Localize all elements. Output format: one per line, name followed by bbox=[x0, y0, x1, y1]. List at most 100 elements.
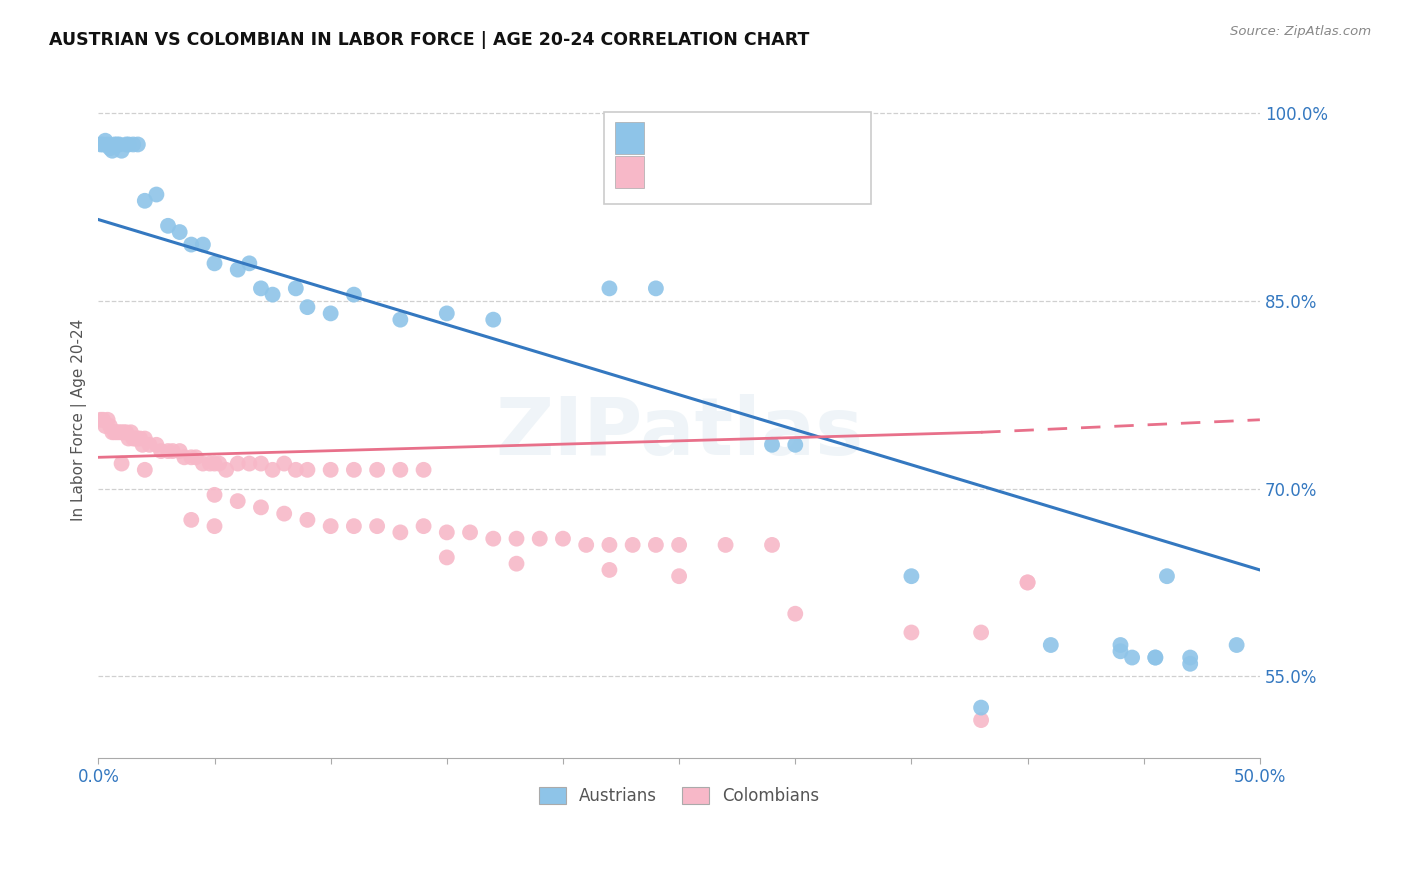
Point bbox=[436, 525, 458, 540]
Point bbox=[1109, 644, 1132, 658]
Point bbox=[127, 137, 149, 152]
Point bbox=[117, 432, 139, 446]
Point bbox=[1109, 638, 1132, 652]
Point bbox=[1017, 575, 1039, 590]
Point bbox=[180, 513, 202, 527]
Point bbox=[343, 287, 366, 301]
Point bbox=[785, 438, 807, 452]
Point bbox=[900, 625, 922, 640]
Point bbox=[551, 532, 574, 546]
Text: -0.406: -0.406 bbox=[703, 129, 762, 147]
Point bbox=[668, 569, 690, 583]
Point bbox=[145, 438, 167, 452]
Point bbox=[319, 519, 342, 533]
Point bbox=[970, 713, 993, 727]
Point bbox=[180, 237, 202, 252]
Point bbox=[1226, 638, 1249, 652]
Point bbox=[124, 432, 146, 446]
Point bbox=[169, 444, 191, 458]
Point bbox=[184, 450, 207, 465]
Point bbox=[122, 432, 145, 446]
Text: AUSTRIAN VS COLOMBIAN IN LABOR FORCE | AGE 20-24 CORRELATION CHART: AUSTRIAN VS COLOMBIAN IN LABOR FORCE | A… bbox=[49, 31, 810, 49]
Point bbox=[208, 457, 231, 471]
Point bbox=[389, 525, 412, 540]
Point bbox=[215, 463, 238, 477]
Point bbox=[120, 425, 142, 440]
Point bbox=[366, 519, 388, 533]
Point bbox=[112, 425, 135, 440]
Point bbox=[1121, 650, 1143, 665]
Point bbox=[191, 237, 214, 252]
Point bbox=[145, 187, 167, 202]
Point bbox=[101, 144, 124, 158]
Point bbox=[482, 532, 505, 546]
Point bbox=[94, 134, 117, 148]
Point bbox=[761, 438, 783, 452]
Point bbox=[900, 569, 922, 583]
Point bbox=[110, 144, 132, 158]
Point bbox=[94, 419, 117, 434]
Point bbox=[173, 450, 195, 465]
Point bbox=[122, 137, 145, 152]
Point bbox=[482, 312, 505, 326]
Point bbox=[238, 256, 260, 270]
Point bbox=[366, 463, 388, 477]
Point bbox=[198, 457, 221, 471]
Bar bbox=[616, 122, 644, 154]
Point bbox=[157, 444, 180, 458]
Point bbox=[319, 463, 342, 477]
Text: ZIPatlas: ZIPatlas bbox=[495, 394, 863, 472]
Text: 0.061: 0.061 bbox=[703, 162, 752, 181]
Point bbox=[458, 525, 481, 540]
Point bbox=[90, 413, 112, 427]
Point bbox=[621, 538, 644, 552]
Point bbox=[115, 137, 138, 152]
Point bbox=[412, 519, 434, 533]
Point bbox=[297, 300, 319, 314]
Point bbox=[105, 425, 128, 440]
Point bbox=[1017, 575, 1039, 590]
Point bbox=[169, 225, 191, 239]
Point bbox=[412, 463, 434, 477]
Bar bbox=[616, 155, 644, 188]
Text: N = 39: N = 39 bbox=[766, 129, 824, 147]
Point bbox=[226, 457, 249, 471]
Point bbox=[529, 532, 551, 546]
Point bbox=[714, 538, 737, 552]
Point bbox=[262, 463, 284, 477]
Point bbox=[644, 538, 666, 552]
Point bbox=[110, 457, 132, 471]
Point bbox=[273, 507, 295, 521]
Point bbox=[104, 137, 127, 152]
Point bbox=[1144, 650, 1167, 665]
Point bbox=[90, 137, 112, 152]
Point bbox=[115, 425, 138, 440]
Point bbox=[284, 281, 307, 295]
Point bbox=[204, 488, 226, 502]
Point bbox=[598, 563, 620, 577]
Point bbox=[134, 463, 156, 477]
Point bbox=[761, 538, 783, 552]
Point bbox=[226, 494, 249, 508]
Point bbox=[204, 519, 226, 533]
Point bbox=[644, 281, 666, 295]
Point bbox=[970, 700, 993, 714]
Point bbox=[436, 306, 458, 320]
Point bbox=[1178, 657, 1201, 671]
Point bbox=[250, 281, 273, 295]
Legend: Austrians, Colombians: Austrians, Colombians bbox=[530, 779, 828, 814]
Point bbox=[505, 532, 527, 546]
Point bbox=[134, 194, 156, 208]
Point bbox=[191, 457, 214, 471]
Point bbox=[98, 141, 121, 155]
Point bbox=[505, 557, 527, 571]
Point bbox=[226, 262, 249, 277]
Point bbox=[389, 463, 412, 477]
Point bbox=[127, 432, 149, 446]
Point bbox=[343, 463, 366, 477]
Text: N = 79: N = 79 bbox=[766, 162, 824, 181]
Point bbox=[204, 256, 226, 270]
Y-axis label: In Labor Force | Age 20-24: In Labor Force | Age 20-24 bbox=[72, 318, 87, 521]
Text: R =: R = bbox=[659, 129, 696, 147]
Text: Source: ZipAtlas.com: Source: ZipAtlas.com bbox=[1230, 25, 1371, 38]
